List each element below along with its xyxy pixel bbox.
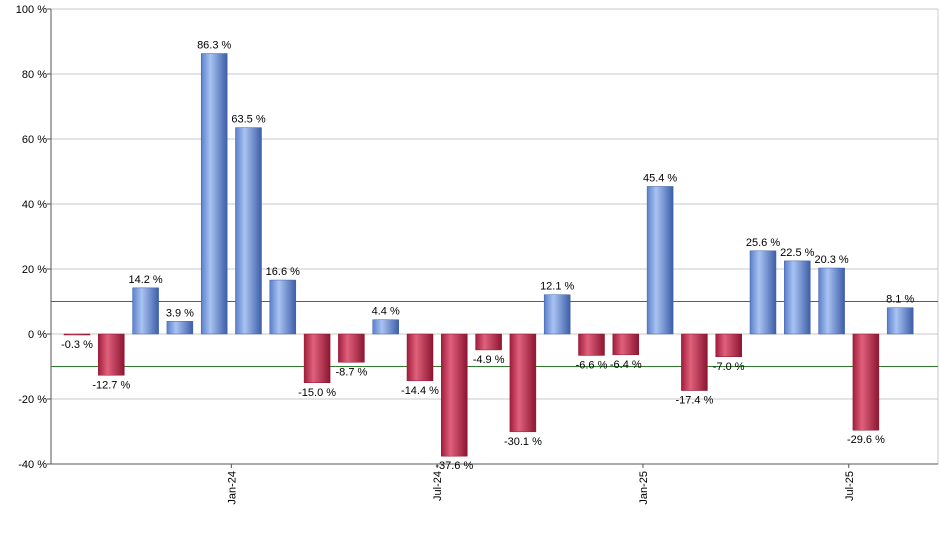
y-tick-label: -20 % [18, 394, 47, 406]
data-label: 22.5 % [780, 247, 814, 259]
bar [132, 287, 159, 335]
bar [475, 333, 502, 351]
bar [612, 333, 640, 356]
y-tick-label: 60 % [22, 134, 47, 146]
x-tick-label: Jan-24 [226, 471, 238, 505]
bar [852, 333, 880, 431]
data-label: 86.3 % [197, 40, 231, 52]
data-label: 20.3 % [814, 254, 848, 266]
bar [269, 279, 297, 335]
bar [200, 53, 228, 335]
y-tick-label: 20 % [22, 264, 47, 276]
bar [98, 333, 125, 376]
data-label: 45.4 % [643, 172, 677, 184]
data-label: -0.3 % [61, 339, 93, 351]
data-label: -17.4 % [675, 395, 713, 407]
bar [818, 267, 845, 335]
bar [543, 294, 571, 335]
data-label: -15.0 % [298, 387, 336, 399]
data-label: -7.0 % [713, 361, 745, 373]
data-label: -6.4 % [610, 359, 642, 371]
data-label: 4.4 % [372, 306, 400, 318]
bar [784, 260, 811, 335]
bar [509, 333, 537, 433]
bar [63, 333, 91, 336]
bar [646, 186, 674, 335]
data-label: -12.7 % [92, 379, 130, 391]
data-label: 63.5 % [231, 114, 265, 126]
y-tick-label: 100 % [16, 4, 47, 16]
data-label: -8.7 % [336, 366, 368, 378]
data-label: -14.4 % [401, 385, 439, 397]
bar [303, 333, 331, 383]
data-label: -6.6 % [576, 359, 608, 371]
data-label: 25.6 % [746, 237, 780, 249]
bar [166, 321, 194, 335]
bar [441, 333, 468, 457]
bar [749, 250, 777, 335]
data-label: 16.6 % [266, 266, 300, 278]
data-label: -30.1 % [504, 436, 542, 448]
y-tick-label: 0 % [28, 329, 47, 341]
data-label: -29.6 % [847, 434, 885, 446]
bar [406, 333, 434, 382]
bar [715, 333, 742, 357]
axes: -40 % -20 % 0 % 20 % 40 % 60 % 80 % 100 % Jan-24… [16, 4, 938, 505]
data-label: 8.1 % [886, 294, 914, 306]
x-tick-label: Jul-25 [844, 471, 856, 501]
x-tick-label: Jul-24 [432, 471, 444, 501]
data-label: 14.2 % [128, 274, 162, 286]
data-labels: -0.3 % -12.7 % 14.2 % 3.9 % 86.3 % 63.5 % 16.6… [61, 40, 914, 473]
bar [681, 333, 708, 391]
bar [578, 333, 605, 356]
bar [886, 307, 914, 335]
data-label: -37.6 % [435, 460, 473, 472]
bar [235, 127, 262, 335]
x-tick-label: Jan-25 [638, 471, 650, 505]
bar [338, 333, 365, 363]
grid-lines [51, 8, 939, 465]
y-tick-label: -40 % [18, 459, 47, 471]
data-label: 3.9 % [166, 307, 194, 319]
data-label: 12.1 % [540, 281, 574, 293]
data-label: -4.9 % [473, 354, 505, 366]
y-tick-label: 80 % [22, 69, 47, 81]
bar [372, 319, 399, 335]
bars [63, 53, 914, 457]
y-tick-label: 40 % [22, 199, 47, 211]
